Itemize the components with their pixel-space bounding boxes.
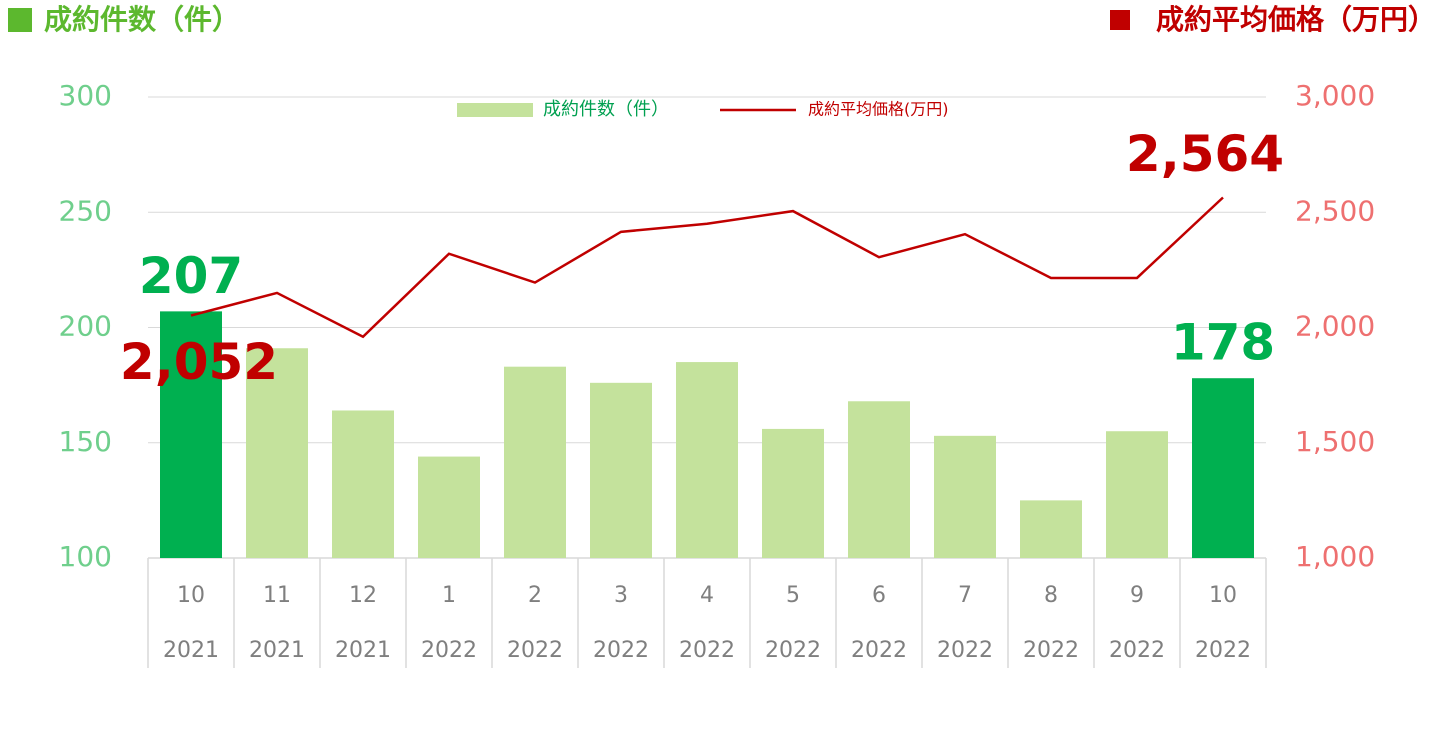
bar — [1106, 431, 1168, 558]
y-tick-label: 150 — [59, 425, 112, 458]
bar — [848, 401, 910, 558]
bar — [418, 456, 480, 558]
x-year-label: 2022 — [679, 638, 735, 663]
data-label: 178 — [1171, 314, 1275, 372]
x-tick-label: 9 — [1130, 583, 1144, 608]
x-year-label: 2022 — [507, 638, 563, 663]
bar — [762, 428, 824, 558]
x-year-label: 2022 — [593, 638, 649, 663]
header-icon — [1110, 10, 1130, 30]
x-year-label: 2022 — [1023, 638, 1079, 663]
bar — [934, 435, 996, 558]
header-icon — [8, 8, 32, 32]
bar — [504, 366, 566, 558]
x-year-label: 2022 — [851, 638, 907, 663]
header-left: 成約件数（件） — [44, 3, 240, 36]
y-tick-label: 250 — [59, 194, 112, 227]
x-year-label: 2022 — [937, 638, 993, 663]
bar — [332, 410, 394, 558]
x-tick-label: 5 — [786, 583, 800, 608]
x-tick-label: 10 — [177, 583, 205, 608]
line — [190, 196, 1224, 339]
bar — [160, 311, 222, 558]
x-tick-label: 7 — [958, 583, 972, 608]
x-tick-label: 2 — [528, 583, 542, 608]
y-tick-label: 100 — [59, 540, 112, 573]
bar — [1192, 378, 1254, 558]
legend-label: 成約件数（件） — [543, 99, 669, 120]
x-year-label: 2021 — [335, 638, 391, 663]
bar — [590, 382, 652, 558]
y2-tick-label: 2,000 — [1295, 310, 1375, 343]
legend-swatch — [457, 103, 533, 117]
bar — [1020, 500, 1082, 558]
x-tick-label: 10 — [1209, 583, 1237, 608]
bar — [246, 348, 308, 558]
x-tick-label: 8 — [1044, 583, 1058, 608]
x-year-label: 2022 — [1109, 638, 1165, 663]
x-tick-label: 3 — [614, 583, 628, 608]
y2-tick-label: 1,000 — [1295, 540, 1375, 573]
y2-tick-label: 2,500 — [1295, 194, 1375, 227]
x-year-label: 2022 — [1195, 638, 1251, 663]
header-right: 成約平均価格（万円） — [1156, 3, 1436, 36]
x-tick-label: 1 — [442, 583, 456, 608]
legend-label: 成約平均価格(万円) — [808, 100, 949, 119]
y-tick-label: 200 — [59, 310, 112, 343]
y2-tick-label: 1,500 — [1295, 425, 1375, 458]
x-year-label: 2021 — [249, 638, 305, 663]
data-label: 207 — [139, 247, 243, 305]
y2-tick-label: 3,000 — [1295, 79, 1375, 112]
x-year-label: 2022 — [421, 638, 477, 663]
bar — [676, 362, 738, 558]
x-year-label: 2021 — [163, 638, 219, 663]
data-label: 2,052 — [120, 333, 278, 391]
x-tick-label: 12 — [349, 583, 377, 608]
x-tick-label: 11 — [263, 583, 291, 608]
x-tick-label: 6 — [872, 583, 886, 608]
data-label: 2,564 — [1126, 125, 1284, 183]
x-tick-label: 4 — [700, 583, 714, 608]
x-year-label: 2022 — [765, 638, 821, 663]
y-tick-label: 300 — [59, 79, 112, 112]
